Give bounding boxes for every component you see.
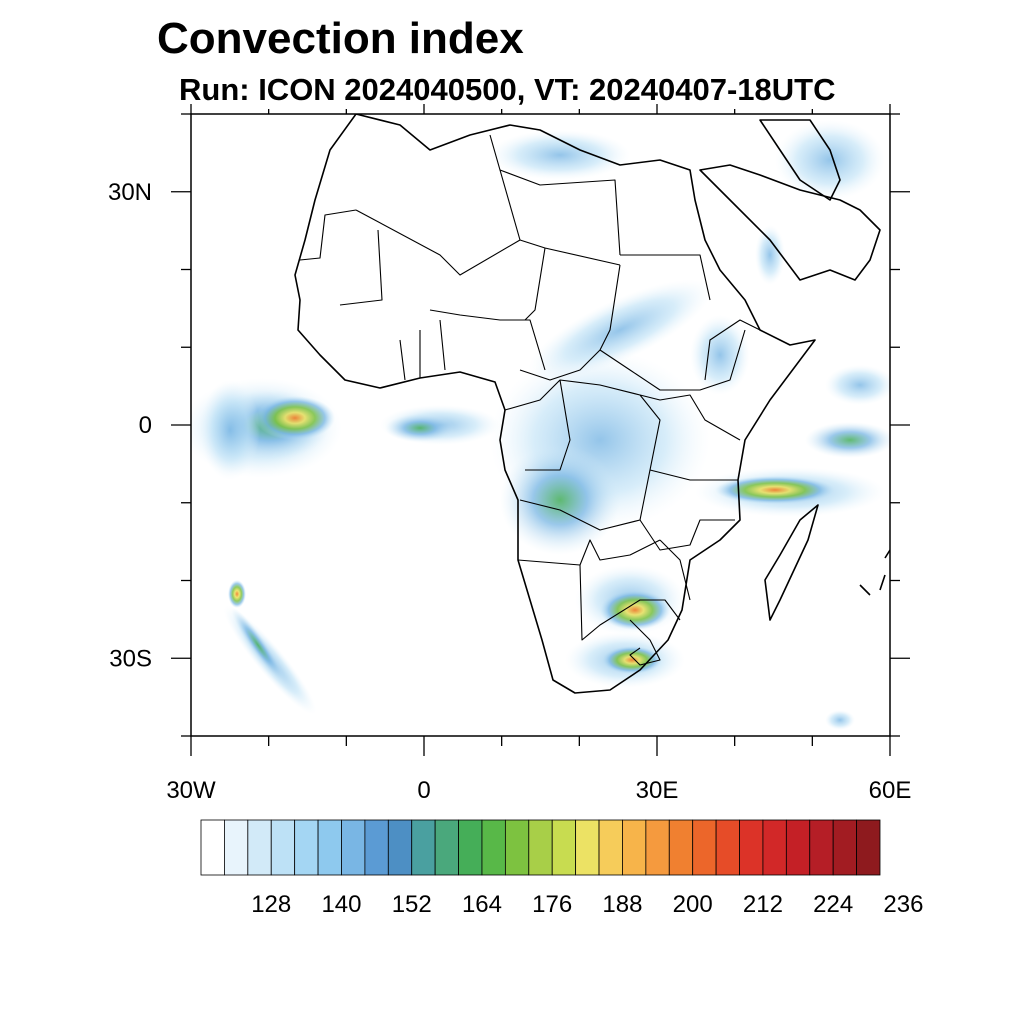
colorbar-swatch — [622, 819, 647, 876]
colorbar-swatch — [762, 819, 787, 876]
lat-tick-label: 0 — [139, 412, 152, 439]
colorbar-swatch — [387, 819, 413, 876]
lon-tick-label: 30W — [166, 777, 216, 804]
colorbar-swatch — [739, 819, 764, 876]
colorbar-swatch — [598, 819, 623, 876]
colorbar-swatch — [294, 819, 319, 876]
colorbar-swatch — [411, 819, 436, 876]
colorbar-swatch — [692, 819, 717, 876]
colorbar-swatch — [809, 819, 834, 876]
colorbar-label: 200 — [673, 891, 713, 918]
colorbar-label: 152 — [392, 891, 432, 918]
map-area — [191, 114, 890, 730]
colorbar-swatch — [785, 819, 811, 876]
colorbar-label: 188 — [602, 891, 642, 918]
colorbar-label: 176 — [532, 891, 572, 918]
country-borders — [299, 134, 761, 666]
colorbar-swatch — [715, 819, 740, 876]
colorbar-label: 164 — [462, 891, 502, 918]
lat-tick-label: 30S — [109, 645, 152, 672]
colorbar-label: 224 — [813, 891, 853, 918]
colorbar-swatch — [528, 819, 553, 876]
colorbar-swatch — [224, 819, 249, 876]
colorbar-swatch — [856, 819, 881, 876]
coastlines — [294, 114, 890, 694]
colorbar-swatch — [668, 819, 694, 876]
lon-tick-label: 30E — [636, 777, 679, 804]
colorbar-swatch — [551, 819, 577, 876]
colorbar-swatch — [364, 819, 389, 876]
colorbar-label: 140 — [321, 891, 361, 918]
convection-field — [191, 120, 890, 730]
axis-ticks — [171, 104, 910, 756]
lon-tick-label: 0 — [417, 777, 430, 804]
colorbar-swatch — [645, 819, 670, 876]
colorbar-swatch — [458, 819, 483, 876]
colorbar-swatch — [317, 819, 342, 876]
colorbar-swatch — [270, 819, 296, 876]
map-title: Convection index — [157, 14, 524, 63]
colorbar-label: 128 — [251, 891, 291, 918]
colorbar-swatch — [341, 819, 366, 876]
colorbar-labels: 128 140 152 164 176 188 200 212 224 236 — [251, 891, 923, 918]
colorbar-swatch — [832, 819, 857, 876]
colorbar-swatch — [434, 819, 459, 876]
map-subtitle: Run: ICON 2024040500, VT: 20240407-18UTC — [179, 72, 836, 107]
lon-tick-label: 60E — [869, 777, 912, 804]
colorbar-swatch — [575, 819, 600, 876]
colorbar-swatch — [247, 819, 272, 876]
colorbar-label: 212 — [743, 891, 783, 918]
lat-tick-label: 30N — [108, 179, 152, 206]
colorbar-label: 236 — [883, 891, 923, 918]
colorbar-swatch — [504, 819, 530, 876]
axis-tick-labels: 30W 0 30E 60E 30N 0 30S — [108, 179, 911, 804]
colorbar — [200, 819, 881, 876]
colorbar-swatch — [200, 819, 225, 876]
colorbar-swatch — [481, 819, 506, 876]
